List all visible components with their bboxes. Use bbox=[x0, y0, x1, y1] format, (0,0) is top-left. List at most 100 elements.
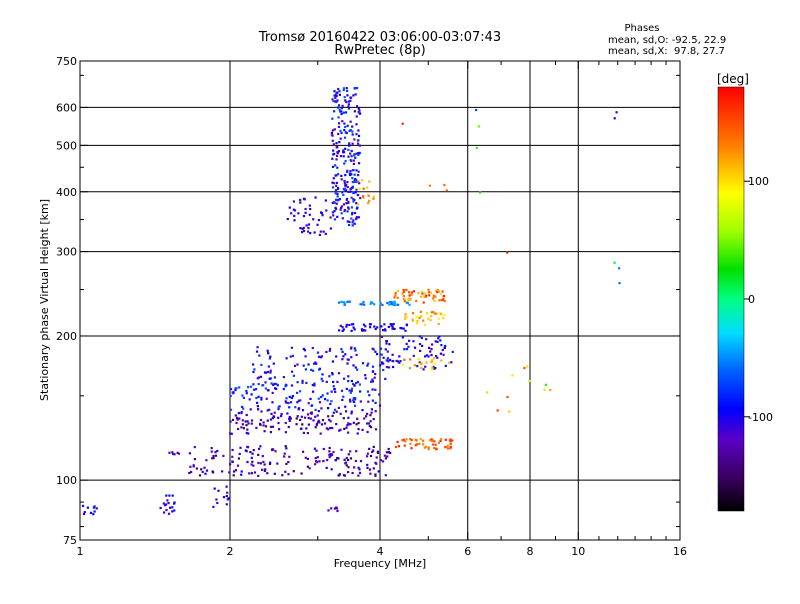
data-point bbox=[346, 89, 349, 92]
data-point bbox=[267, 352, 270, 355]
data-point bbox=[437, 441, 440, 445]
data-point bbox=[388, 366, 391, 369]
x-tick-label: 8 bbox=[527, 545, 534, 558]
data-point bbox=[240, 426, 243, 429]
data-point bbox=[526, 365, 529, 368]
data-point bbox=[353, 138, 356, 141]
data-point bbox=[313, 362, 316, 365]
data-point bbox=[340, 389, 344, 392]
data-point bbox=[332, 450, 335, 454]
data-point bbox=[342, 203, 346, 206]
data-point bbox=[409, 442, 412, 445]
colorbar-tick-label: -100 bbox=[748, 411, 773, 424]
data-point bbox=[399, 360, 402, 363]
data-point bbox=[366, 452, 369, 455]
data-point bbox=[357, 466, 360, 469]
data-point bbox=[355, 133, 358, 136]
data-point bbox=[338, 301, 341, 304]
data-point bbox=[427, 288, 430, 291]
data-point bbox=[346, 210, 349, 213]
data-point bbox=[331, 426, 334, 430]
data-point bbox=[368, 394, 371, 397]
data-point bbox=[346, 169, 349, 172]
data-point bbox=[274, 387, 277, 390]
data-point bbox=[343, 136, 347, 139]
data-point bbox=[321, 214, 324, 217]
data-point bbox=[343, 129, 346, 132]
data-point bbox=[348, 220, 351, 223]
data-point bbox=[386, 455, 389, 458]
data-point bbox=[405, 342, 408, 345]
data-point bbox=[350, 412, 353, 415]
data-point bbox=[245, 424, 248, 427]
data-point bbox=[313, 382, 316, 385]
data-point bbox=[344, 189, 348, 192]
data-point bbox=[345, 464, 348, 467]
data-point bbox=[384, 348, 387, 351]
data-point bbox=[343, 427, 346, 430]
data-point bbox=[435, 312, 438, 315]
data-point bbox=[405, 315, 408, 318]
data-point bbox=[445, 189, 448, 192]
data-point bbox=[424, 365, 427, 368]
data-point bbox=[273, 472, 276, 475]
data-point bbox=[249, 385, 253, 388]
data-point bbox=[332, 100, 335, 103]
data-point bbox=[387, 450, 390, 454]
data-point bbox=[613, 261, 616, 264]
data-point bbox=[305, 224, 308, 227]
data-point bbox=[269, 461, 272, 464]
data-point bbox=[335, 146, 338, 149]
data-point bbox=[225, 485, 228, 488]
data-point bbox=[277, 421, 280, 425]
data-point bbox=[303, 198, 306, 201]
data-point bbox=[213, 487, 216, 490]
data-point bbox=[356, 193, 359, 196]
data-point bbox=[245, 392, 248, 395]
data-point bbox=[338, 141, 341, 144]
data-point bbox=[366, 422, 369, 425]
data-point bbox=[212, 505, 215, 508]
data-point bbox=[245, 431, 248, 435]
data-point bbox=[335, 154, 339, 157]
data-point bbox=[412, 340, 415, 343]
data-point bbox=[188, 452, 191, 455]
data-point bbox=[352, 397, 355, 400]
data-point bbox=[344, 405, 347, 408]
data-point bbox=[282, 388, 285, 391]
data-point bbox=[357, 170, 360, 173]
data-point bbox=[171, 510, 174, 513]
y-axis-label: Stationary phase Virtual Height [km] bbox=[38, 199, 51, 401]
data-point bbox=[252, 449, 255, 452]
data-point bbox=[336, 195, 339, 198]
data-point bbox=[86, 506, 89, 509]
data-point bbox=[310, 404, 313, 407]
data-point bbox=[368, 323, 372, 326]
data-point bbox=[433, 357, 436, 360]
data-point bbox=[425, 312, 429, 315]
x-tick-label: 1 bbox=[77, 545, 84, 558]
data-point bbox=[228, 471, 231, 474]
data-point bbox=[328, 456, 331, 459]
data-point bbox=[405, 288, 408, 292]
data-point bbox=[379, 347, 383, 350]
data-point bbox=[342, 193, 345, 196]
data-point bbox=[291, 370, 294, 373]
data-point bbox=[348, 300, 352, 303]
data-point bbox=[333, 128, 336, 131]
data-point bbox=[355, 123, 358, 126]
data-point bbox=[340, 107, 343, 110]
data-point bbox=[405, 438, 408, 441]
data-point bbox=[250, 393, 253, 396]
data-point bbox=[289, 355, 292, 358]
data-point bbox=[398, 355, 401, 358]
data-point bbox=[358, 151, 361, 154]
data-point bbox=[402, 327, 405, 330]
data-point bbox=[421, 292, 424, 295]
data-point bbox=[82, 512, 86, 516]
data-point bbox=[443, 300, 446, 303]
data-point bbox=[354, 397, 357, 400]
data-point bbox=[273, 376, 276, 379]
data-point bbox=[353, 400, 356, 404]
